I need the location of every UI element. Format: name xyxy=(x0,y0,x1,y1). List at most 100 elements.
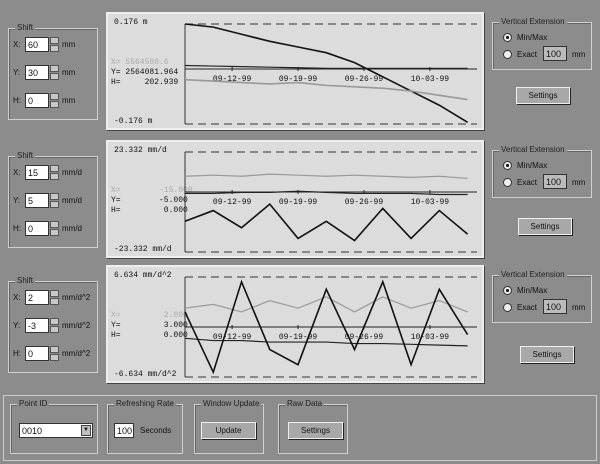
shift-axis-label: X: xyxy=(13,168,21,177)
x-tick-label: 09-26-99 xyxy=(345,198,384,207)
shift-unit: mm/d xyxy=(62,168,82,177)
x-tick-label: 09-12-99 xyxy=(213,198,252,207)
shift-input[interactable]: 0 xyxy=(25,93,49,108)
chart-plot: 09-12-99 09-19-99 09-26-99 10-03-99 xyxy=(184,151,477,253)
shift-input[interactable]: 60 xyxy=(25,37,49,52)
exact-radio[interactable] xyxy=(503,303,512,312)
point-id-select[interactable]: 0010 ▼ xyxy=(19,423,93,438)
exact-radio[interactable] xyxy=(503,178,512,187)
spin-down-icon[interactable] xyxy=(50,45,59,52)
shift-unit: mm/d^2 xyxy=(62,349,91,358)
spin-up-icon[interactable] xyxy=(50,165,59,172)
chart-plot: 09-12-99 09-19-99 09-26-99 10-03-99 xyxy=(184,23,477,125)
shift-input[interactable]: 0 xyxy=(25,221,49,236)
series-line xyxy=(184,64,468,69)
spinner[interactable] xyxy=(50,346,59,361)
exact-unit: mm xyxy=(572,50,586,59)
series-line xyxy=(184,279,469,375)
spin-down-icon[interactable] xyxy=(50,73,59,80)
spin-down-icon[interactable] xyxy=(50,101,59,108)
series-line xyxy=(184,296,468,313)
spin-up-icon[interactable] xyxy=(50,65,59,72)
spinner[interactable] xyxy=(50,37,59,52)
group-title: Vertical Extension xyxy=(499,145,567,154)
group-title: Shift xyxy=(15,23,36,32)
shift-input[interactable]: 0 xyxy=(25,346,49,361)
shift-input[interactable]: 2 xyxy=(25,290,49,305)
spin-up-icon[interactable] xyxy=(50,37,59,44)
chart-panel: 6.634 mm/d^2 -6.634 mm/d^2 X= 2.000 Y= 3… xyxy=(106,265,484,383)
group-title: Shift xyxy=(15,276,36,285)
shift-axis-label: H: xyxy=(13,96,21,105)
shift-group: Shift X: 60 mm Y: 30 mm H: 0 mm xyxy=(8,23,98,120)
series-line xyxy=(184,23,468,123)
group-title: Raw Data xyxy=(285,399,325,408)
spin-down-icon[interactable] xyxy=(50,173,59,180)
x-tick-label: 09-26-99 xyxy=(345,333,384,342)
spin-down-icon[interactable] xyxy=(50,298,59,305)
spinner[interactable] xyxy=(50,318,59,333)
update-button[interactable]: Update xyxy=(201,422,256,439)
spinner[interactable] xyxy=(50,290,59,305)
minmax-label: Min/Max xyxy=(517,286,548,295)
spin-up-icon[interactable] xyxy=(50,221,59,228)
refresh-rate-input[interactable]: 100 xyxy=(114,423,134,438)
raw-data-group: Raw Data Settings xyxy=(278,399,348,454)
series-line xyxy=(185,190,468,196)
y-max-label: 23.332 mm/d xyxy=(114,146,167,155)
shift-input[interactable]: 15 xyxy=(25,165,49,180)
vertical-settings-button[interactable]: Settings xyxy=(516,87,570,104)
exact-label: Exact xyxy=(517,303,538,312)
shift-axis-label: X: xyxy=(13,293,21,302)
spin-up-icon[interactable] xyxy=(50,346,59,353)
group-title: Vertical Extension xyxy=(499,270,567,279)
shift-unit: mm/d xyxy=(62,196,82,205)
y-readout: Y= 2564081.964 xyxy=(111,68,179,77)
exact-unit: mm xyxy=(572,178,586,187)
spinner[interactable] xyxy=(50,221,59,236)
spin-down-icon[interactable] xyxy=(50,229,59,236)
vertical-settings-button[interactable]: Settings xyxy=(518,218,572,235)
shift-axis-label: X: xyxy=(13,40,21,49)
spinner[interactable] xyxy=(50,193,59,208)
x-tick-label: 10-03-99 xyxy=(411,75,450,84)
shift-unit: mm/d xyxy=(62,224,82,233)
exact-input[interactable]: 100 xyxy=(543,174,567,189)
spin-up-icon[interactable] xyxy=(50,93,59,100)
raw-data-settings-button[interactable]: Settings xyxy=(288,422,343,439)
shift-input[interactable]: 5 xyxy=(25,193,49,208)
minmax-radio[interactable] xyxy=(503,161,512,170)
minmax-radio[interactable] xyxy=(503,286,512,295)
x-readout: X= 2.000 xyxy=(111,311,188,320)
chevron-down-icon[interactable]: ▼ xyxy=(81,425,91,436)
exact-input[interactable]: 100 xyxy=(543,299,567,314)
shift-input[interactable]: -3 xyxy=(25,318,49,333)
y-min-label: -0.176 m xyxy=(114,117,153,126)
group-title: Refreshing Rate xyxy=(114,399,176,408)
spinner[interactable] xyxy=(50,93,59,108)
shift-axis-label: H: xyxy=(13,224,21,233)
spin-up-icon[interactable] xyxy=(50,290,59,297)
vertical-settings-button[interactable]: Settings xyxy=(520,346,574,363)
shift-axis-label: Y: xyxy=(13,321,21,330)
minmax-radio[interactable] xyxy=(503,33,512,42)
spin-down-icon[interactable] xyxy=(50,354,59,361)
series-line xyxy=(184,173,468,180)
exact-label: Exact xyxy=(517,178,538,187)
spinner[interactable] xyxy=(50,65,59,80)
shift-unit: mm xyxy=(62,96,76,105)
spin-down-icon[interactable] xyxy=(50,326,59,333)
exact-input[interactable]: 100 xyxy=(543,46,567,61)
group-title: Vertical Extension xyxy=(499,17,567,26)
spinner[interactable] xyxy=(50,165,59,180)
x-readout: X= 5564588.6 xyxy=(111,58,169,67)
shift-input[interactable]: 30 xyxy=(25,65,49,80)
group-title: Point ID xyxy=(17,399,50,408)
window-update-group: Window Update Update xyxy=(194,399,264,454)
spin-up-icon[interactable] xyxy=(50,318,59,325)
spin-down-icon[interactable] xyxy=(50,201,59,208)
spin-up-icon[interactable] xyxy=(50,193,59,200)
series-line xyxy=(184,337,468,347)
h-readout: H= 0.000 xyxy=(111,331,188,340)
exact-radio[interactable] xyxy=(503,50,512,59)
